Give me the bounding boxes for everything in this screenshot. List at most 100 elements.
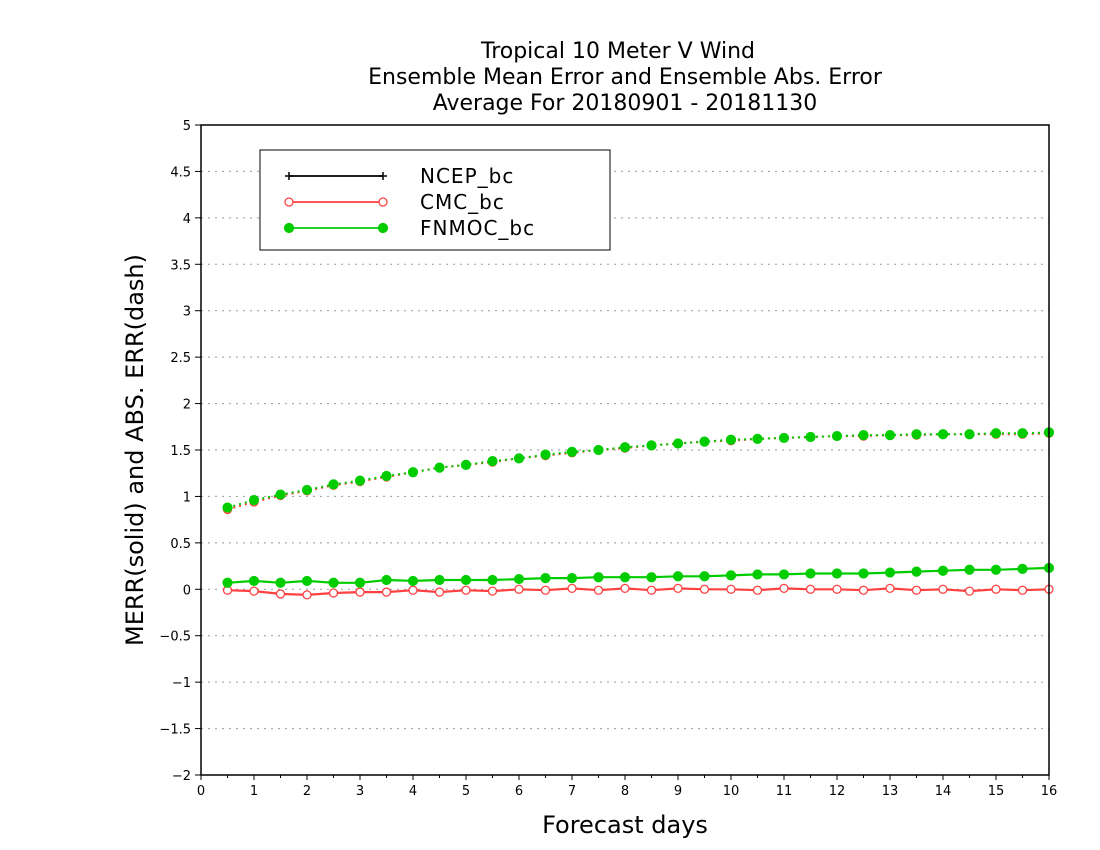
data-point: [778, 569, 790, 580]
chart-title-line-3: Average For 20180901 - 20181130: [433, 91, 818, 116]
y-tick-label: 4: [183, 212, 191, 227]
data-point: [593, 585, 604, 595]
data-point: [620, 583, 630, 594]
data-point: [991, 584, 1001, 594]
axis-ticks: −2−1.5−1−0.500.511.522.533.544.550 1 2 3 4 5 6…: [159, 119, 1057, 799]
x-tick-label: 9: [674, 784, 682, 799]
data-point: [911, 429, 922, 440]
data-point: [284, 197, 294, 207]
data-point: [593, 444, 604, 456]
data-point: [354, 577, 366, 588]
data-point: [460, 459, 472, 470]
y-tick-label: 2.5: [170, 351, 191, 366]
x-axis-label: Forecast days: [542, 811, 708, 839]
data-point: [619, 442, 631, 453]
data-point: [407, 467, 419, 478]
y-tick-label: −2: [172, 769, 191, 784]
data-point: [778, 432, 790, 444]
y-axis-label: MERR(solid) and ABS. ERR(dash): [121, 254, 149, 646]
data-point: [248, 495, 260, 506]
data-point: [938, 584, 948, 594]
y-tick-label: 0.5: [170, 537, 191, 552]
data-point: [805, 584, 816, 594]
legend-item-fnmoc-bc: FNMOC_bc: [283, 216, 534, 240]
legend-box: [259, 149, 611, 251]
data-point: [487, 456, 498, 467]
x-tick-label: 0: [197, 784, 205, 799]
x-tick-label: 12: [829, 784, 846, 799]
data-point: [699, 584, 710, 594]
data-point: [1017, 585, 1028, 595]
x-tick-label: 6: [515, 784, 523, 799]
x-tick-label: 14: [935, 784, 952, 799]
data-point: [990, 564, 1002, 575]
data-point: [378, 197, 388, 207]
y-tick-label: 4.5: [170, 165, 191, 180]
series-fnmoc-bc-abs-error: [222, 427, 1055, 513]
y-tick-label: 3: [183, 305, 191, 320]
data-point: [354, 475, 366, 486]
data-point: [619, 572, 631, 583]
data-point: [328, 577, 339, 588]
chart-title-line-1: Tropical 10 Meter V Wind: [480, 39, 755, 64]
series-fnmoc-bc-mean-error: [222, 562, 1055, 588]
data-point: [381, 587, 392, 597]
data-point: [964, 564, 975, 575]
data-point: [1017, 563, 1028, 574]
data-point: [831, 568, 843, 579]
data-point: [884, 430, 896, 441]
data-point: [858, 568, 869, 579]
series-cmc-bc-mean-error: [222, 583, 1054, 600]
x-tick-label: 13: [882, 784, 899, 799]
x-tick-label: 2: [303, 784, 311, 799]
x-tick-label: 1: [250, 784, 258, 799]
x-tick-label: 3: [356, 784, 364, 799]
plot-frame: [200, 124, 1050, 776]
data-point: [249, 586, 259, 596]
data-point: [540, 449, 551, 460]
series-line: [227, 587, 1050, 597]
data-point: [540, 573, 551, 584]
data-point: [990, 428, 1002, 439]
data-point: [283, 222, 295, 234]
series-cmc-bc-abs-error: [222, 428, 1054, 515]
data-point: [858, 585, 869, 595]
data-point: [285, 172, 293, 180]
data-point: [461, 585, 471, 595]
series-line: [227, 566, 1050, 584]
y-tick-label: −0.5: [159, 630, 191, 645]
y-tick-label: 1: [183, 490, 191, 505]
data-point: [805, 568, 816, 579]
data-point: [408, 585, 418, 595]
data-point: [672, 438, 684, 449]
series-line: [227, 432, 1050, 511]
data-point: [487, 586, 498, 596]
data-point: [487, 574, 498, 586]
y-tick-label: 3.5: [170, 258, 191, 273]
x-tick-label: 10: [723, 784, 740, 799]
data-point: [752, 585, 763, 595]
x-tick-label: 15: [988, 784, 1005, 799]
data-point: [328, 588, 339, 598]
data-point: [381, 470, 392, 482]
data-point: [513, 573, 525, 585]
data-point: [805, 431, 816, 443]
series-line: [227, 431, 1050, 509]
data-point: [301, 575, 313, 587]
series-layer: [222, 427, 1055, 600]
data-point: [566, 573, 578, 584]
data-point: [646, 572, 657, 583]
data-point: [222, 502, 233, 513]
data-point: [460, 574, 472, 586]
data-point: [248, 575, 260, 587]
data-point: [646, 585, 657, 595]
data-point: [672, 571, 684, 582]
data-point: [567, 583, 577, 594]
legend-item-cmc-bc: CMC_bc: [284, 190, 504, 214]
data-point: [513, 453, 525, 464]
data-point: [1017, 428, 1028, 439]
y-tick-label: 0: [183, 583, 191, 598]
legend-item-ncep-bc: NCEP_bc: [285, 164, 513, 188]
x-tick-label: 11: [776, 784, 793, 799]
data-point: [964, 429, 975, 440]
